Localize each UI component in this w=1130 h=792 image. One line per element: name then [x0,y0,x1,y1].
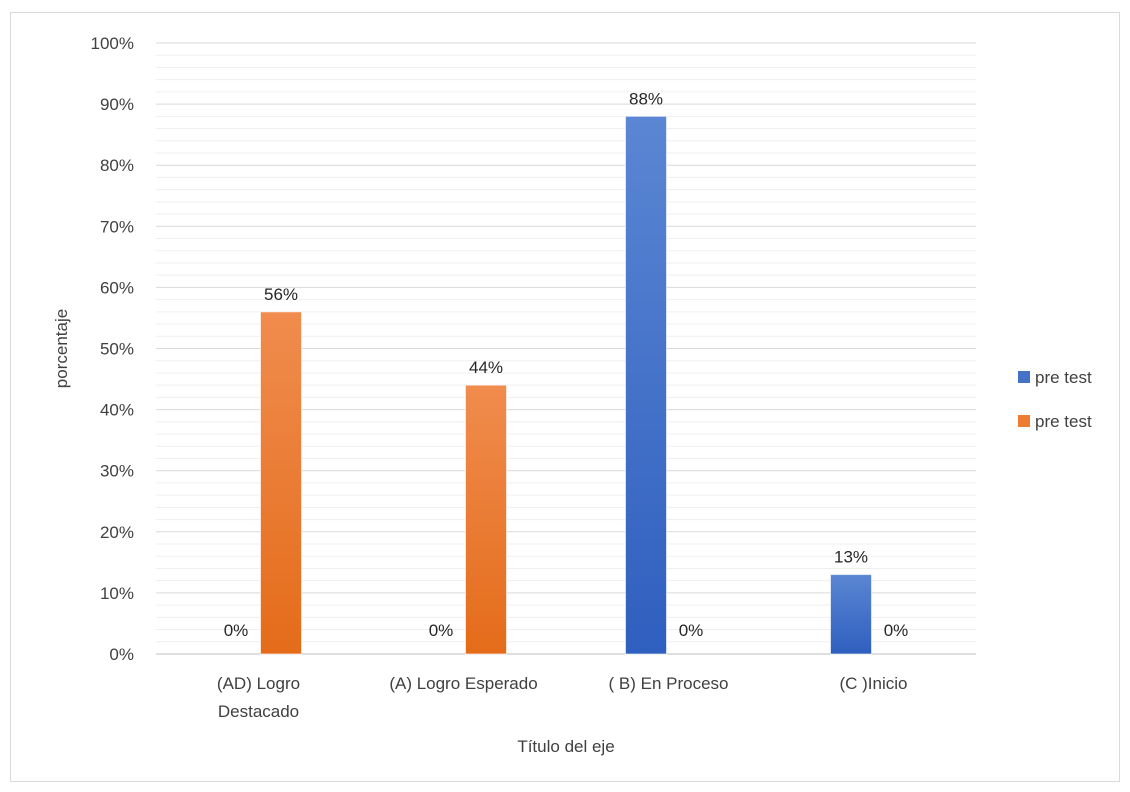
data-label: 0% [429,621,454,640]
y-tick-label: 60% [100,278,134,297]
y-tick-label: 50% [100,340,134,359]
data-label: 44% [469,358,503,377]
legend-swatch [1018,415,1030,427]
y-axis-title: porcentaje [52,309,71,388]
data-label: 13% [834,548,868,567]
y-tick-label: 70% [100,217,134,236]
x-axis-title: Título del eje [517,737,614,756]
legend-label: pre test [1035,412,1092,431]
bar [625,115,667,655]
x-tick-label-line: (AD) Logro [217,674,300,693]
y-tick-label: 100% [91,34,134,53]
x-tick-label: (A) Logro Esperado [389,674,537,693]
data-label: 0% [884,621,909,640]
bar [465,384,507,655]
data-labels: 0% 0% 88% 13% 56% 44% 0% 0% [224,89,909,640]
x-axis-ticks: (AD) Logro Destacado (A) Logro Esperado ( B… [217,674,908,721]
x-tick-label: (AD) Logro Destacado [217,674,300,721]
data-label: 56% [264,285,298,304]
y-tick-label: 20% [100,523,134,542]
legend: pre test pre test [1018,368,1092,431]
y-axis-ticks: 0% 10% 20% 30% 40% 50% 60% 70% 80% 90% 100% [91,34,134,664]
x-tick-label-line: Destacado [218,702,299,721]
x-tick-label: ( B) En Proceso [609,674,729,693]
data-label: 0% [224,621,249,640]
y-tick-label: 0% [109,645,134,664]
x-tick-label-line: (A) Logro Esperado [389,674,537,693]
y-tick-label: 30% [100,462,134,481]
y-tick-label: 10% [100,584,134,603]
bars [260,115,872,655]
data-label: 88% [629,89,663,108]
bar [830,574,872,655]
data-label: 0% [679,621,704,640]
y-tick-label: 40% [100,401,134,420]
x-tick-label-line: ( B) En Proceso [609,674,729,693]
y-tick-label: 80% [100,156,134,175]
legend-label: pre test [1035,368,1092,387]
bar [260,311,302,655]
bar-chart: 0% 10% 20% 30% 40% 50% 60% 70% 80% 90% 100% 0% 0% 88… [52,34,1092,756]
x-tick-label-line: (C )Inicio [839,674,907,693]
y-tick-label: 90% [100,95,134,114]
x-tick-label: (C )Inicio [839,674,907,693]
chart-frame: 0% 10% 20% 30% 40% 50% 60% 70% 80% 90% 100% 0% 0% 88… [10,12,1120,782]
legend-swatch [1018,371,1030,383]
